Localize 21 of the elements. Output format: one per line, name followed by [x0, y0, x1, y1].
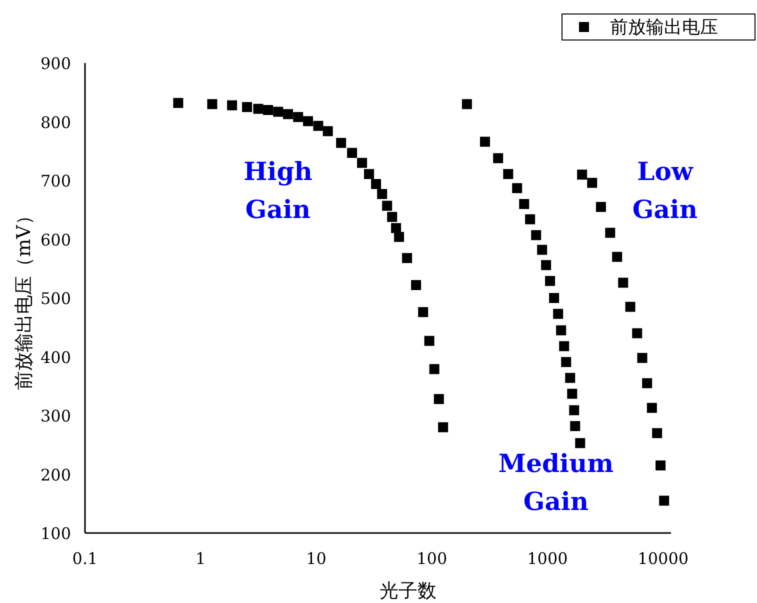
y-tick-label: 300	[40, 406, 71, 426]
y-tick-label: 700	[40, 172, 71, 190]
x-tick-label: 10000	[638, 549, 689, 568]
y-tick-label: 500	[40, 289, 71, 308]
x-tick-label: 0.1	[72, 549, 98, 568]
annotation: High Gain	[244, 157, 312, 224]
annotation: Low Gain	[632, 157, 698, 224]
y-tick-label: 400	[40, 348, 71, 367]
y-axis-title: 前放输出电压（mV）	[13, 206, 35, 390]
x-axis-title: 光子数	[380, 580, 436, 602]
y-tick-label: 800	[40, 112, 71, 132]
y-tick-label: 900	[40, 54, 71, 73]
y-tick-label: 100	[40, 524, 71, 543]
annotation: Medium Gain	[498, 449, 614, 516]
x-tick-label: 1000	[527, 549, 568, 568]
x-tick-label: 100	[416, 549, 448, 568]
y-tick-label: 200	[40, 465, 71, 484]
legend-label: 前放输出电压	[610, 17, 718, 38]
y-tick-label: 600	[40, 230, 71, 250]
x-tick-label: 1	[196, 549, 206, 568]
x-tick-label: 10	[306, 549, 326, 568]
